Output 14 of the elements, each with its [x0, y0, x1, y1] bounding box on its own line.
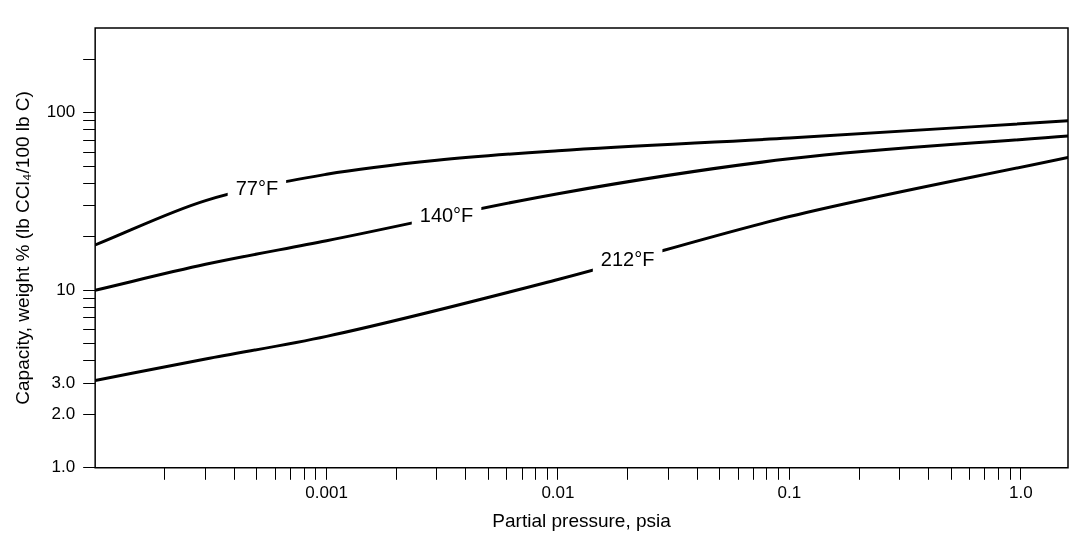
- y-tick-label: 10: [56, 279, 76, 299]
- annotation: 140°F: [419, 204, 474, 227]
- y-tick-label: 100: [46, 102, 76, 122]
- annotation: 77°F: [235, 176, 279, 199]
- x-axis-title: Partial pressure, psia: [492, 509, 672, 531]
- y-tick-label: 2.0: [51, 404, 76, 424]
- y-axis-title: Capacity, weight % (lb CCl₄/100 lb C): [11, 91, 33, 405]
- x-tick-label: 0.001: [305, 482, 348, 502]
- x-tick-label: 1.0: [1008, 482, 1033, 502]
- y-tick-label: 1.0: [51, 457, 76, 477]
- x-tick-label: 0.1: [777, 482, 802, 502]
- annotation: 212°F: [600, 248, 655, 271]
- y-tick-label: 3.0: [51, 372, 76, 392]
- x-tick-label: 0.01: [541, 482, 575, 502]
